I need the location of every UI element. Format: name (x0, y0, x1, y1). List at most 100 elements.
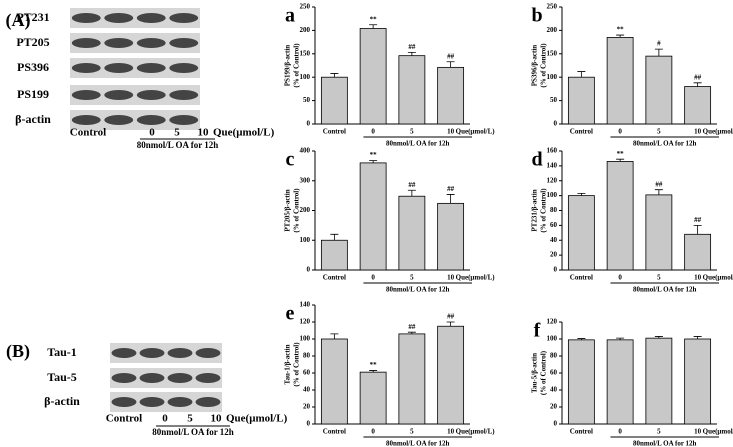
x-tick-label: 5 (410, 128, 414, 136)
lane-label: Control (106, 413, 142, 425)
panel-letter: e (286, 303, 295, 325)
y-tick-label: 60 (550, 369, 558, 377)
error-bar (369, 370, 378, 373)
y-tick-label: 0 (307, 266, 311, 274)
x-tick-label: 0 (618, 274, 622, 282)
x-tick-label: 10 (694, 274, 702, 282)
blot-band (195, 397, 221, 407)
bar (645, 194, 673, 271)
y-axis-label: (% of Control) (293, 188, 301, 233)
y-tick-label: 200 (300, 26, 311, 34)
significance: ** (617, 150, 625, 158)
blot-band (195, 348, 221, 358)
bar (684, 338, 712, 425)
y-tick-label: 0 (307, 420, 311, 428)
error-bar (693, 82, 702, 87)
x-tick-label: 0 (371, 128, 375, 136)
treatment-label: 80nmol/L OA for 12h (386, 286, 450, 294)
blot-band (136, 63, 166, 73)
y-tick-label: 20 (550, 251, 558, 259)
y-tick-label: 250 (300, 3, 311, 11)
bar (567, 195, 595, 271)
y-tick-label: 200 (300, 206, 311, 214)
blot-band (71, 13, 101, 23)
y-tick-label: 50 (550, 96, 558, 104)
error-bar (577, 71, 586, 78)
x-tick-label: Control (570, 274, 593, 282)
blot-band (71, 38, 101, 48)
significance: ** (370, 361, 378, 369)
x-tick-label: Control (570, 128, 593, 136)
x-tick-label: Control (323, 428, 346, 436)
blot-band (139, 373, 165, 383)
error-bar (330, 333, 339, 339)
blot-band (169, 90, 199, 100)
blot-band (71, 90, 101, 100)
bar (437, 66, 465, 125)
blot-strip (70, 110, 200, 130)
y-tick-label: 20 (303, 403, 311, 411)
significance: ** (370, 151, 378, 159)
blot-band (104, 38, 134, 48)
y-tick-label: 400 (300, 147, 311, 155)
lane-label: 5 (187, 413, 193, 425)
y-tick-label: 100 (300, 73, 311, 81)
treatment-label: 80nmol/L OA for 12h (137, 140, 219, 150)
error-bar (407, 189, 416, 197)
y-tick-label: 160 (547, 147, 558, 155)
protein-label: PT205 (16, 35, 49, 49)
x-tick-label: 10 (694, 428, 702, 436)
y-tick-label: 140 (547, 161, 558, 169)
error-bar (330, 73, 339, 78)
y-tick-label: 0 (554, 266, 558, 274)
blot-strip (70, 33, 200, 53)
x-tick-label: 10 (694, 128, 702, 136)
error-bar (369, 160, 378, 163)
treatment-label: 80nmol/L OA for 12h (633, 140, 697, 148)
blot-band (136, 90, 166, 100)
lane-label: Control (70, 127, 106, 139)
blot-band (169, 115, 199, 125)
y-tick-label: 250 (547, 3, 558, 11)
bar (320, 338, 348, 425)
bar (398, 333, 426, 425)
error-bar (616, 337, 625, 340)
y-tick-label: 40 (550, 386, 558, 394)
blot-band (139, 397, 165, 407)
error-bar (446, 321, 455, 327)
significance: ## (408, 181, 416, 189)
y-tick-label: 40 (303, 386, 311, 394)
lane-label: 5 (174, 127, 180, 139)
protein-label: β-actin (44, 394, 80, 408)
bar (684, 233, 712, 271)
x-unit: Que(μmol/L) (703, 274, 733, 282)
treatment-label: 80nmol/L OA for 12h (152, 427, 234, 437)
bar (606, 339, 634, 425)
blot-band (167, 373, 193, 383)
error-bar (577, 192, 586, 196)
x-tick-label: 10 (447, 428, 455, 436)
x-tick-label: 0 (371, 428, 375, 436)
error-bar (577, 338, 586, 340)
blot-band (136, 115, 166, 125)
bar (320, 239, 348, 271)
blot-band (169, 63, 199, 73)
bar (437, 325, 465, 425)
treatment-label: 80nmol/L OA for 12h (386, 440, 450, 447)
x-unit: Que(μmol/L) (456, 274, 496, 282)
blot-band (71, 63, 101, 73)
x-unit: Que(μmol/L) (703, 428, 733, 436)
blot-band (139, 348, 165, 358)
bar (684, 86, 712, 125)
panel-letter: b (531, 5, 542, 27)
protein-label: β-actin (15, 112, 51, 126)
x-tick-label: 10 (447, 128, 455, 136)
bar (398, 195, 426, 271)
lane-label: 10 (198, 127, 210, 139)
blot-strip (70, 58, 200, 78)
blot-band (104, 90, 134, 100)
panel-label: (A) (6, 10, 31, 31)
blot-band (111, 348, 137, 358)
y-tick-label: 140 (300, 301, 311, 309)
bar (437, 202, 465, 271)
